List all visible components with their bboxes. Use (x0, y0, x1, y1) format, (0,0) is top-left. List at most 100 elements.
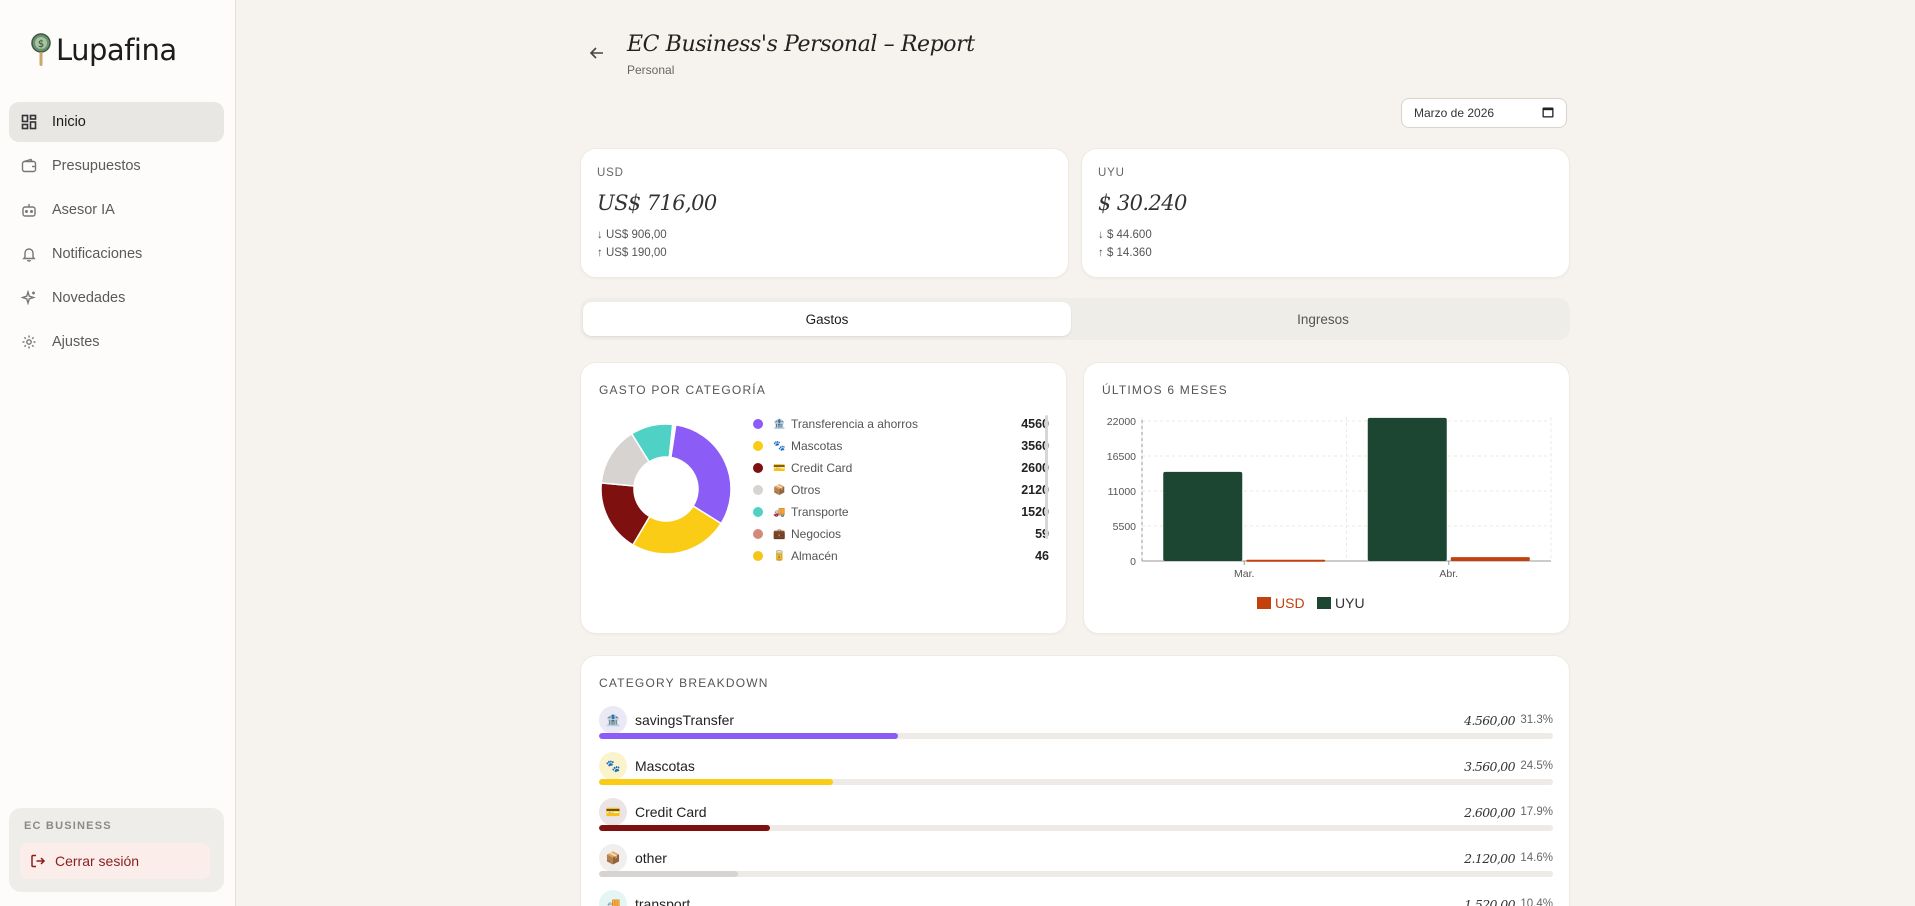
currency-income: ↑ $ 14.360 (1098, 247, 1152, 259)
logout-button[interactable]: Cerrar sesión (20, 843, 210, 879)
sidebar-item-asesor-ia[interactable]: Asesor IA (9, 190, 224, 230)
bar-usd[interactable] (1246, 559, 1326, 562)
category-emoji-icon: 🐾 (599, 752, 627, 780)
brand[interactable]: $ Lupafina (30, 32, 177, 68)
legend-item[interactable]: 🐾 Mascotas 3560 (753, 435, 1049, 457)
category-emoji-icon: 🚚 (773, 506, 786, 518)
category-percent: 24.5% (1520, 760, 1553, 772)
sidebar: $ Lupafina Inicio Presupuestos Asesor IA (0, 0, 236, 906)
sidebar-item-label: Inicio (52, 114, 86, 130)
donut-slice-6[interactable] (669, 423, 677, 459)
sidebar-item-ajustes[interactable]: Ajustes (9, 322, 224, 362)
sidebar-item-novedades[interactable]: Novedades (9, 278, 224, 318)
account-name: EC BUSINESS (24, 820, 112, 832)
month-picker[interactable]: Marzo de 2026 (1401, 98, 1567, 128)
bar-usd[interactable] (1450, 557, 1530, 561)
gear-icon (21, 334, 37, 350)
legend-item[interactable]: 🚚 Transporte 1520 (753, 501, 1049, 523)
breakdown-card: CATEGORY BREAKDOWN 🏦 savingsTransfer 4.560… (580, 655, 1570, 906)
robot-icon (21, 202, 37, 218)
category-emoji-icon: 🚚 (599, 890, 627, 906)
category-amount: 1.520,00 (1464, 897, 1515, 906)
account-box: EC BUSINESS Cerrar sesión (9, 808, 224, 892)
legend-item[interactable]: 💼 Negocios 59 (753, 523, 1049, 545)
progress-track (599, 733, 1553, 739)
progress-track (599, 779, 1553, 785)
sidebar-item-label: Novedades (52, 290, 126, 306)
category-amount: 3.560,00 (1464, 759, 1515, 774)
sidebar-item-presupuestos[interactable]: Presupuestos (9, 146, 224, 186)
breakdown-row[interactable]: 💳 Credit Card 2.600,00 17.9% (599, 798, 1553, 844)
category-name: Mascotas (635, 758, 695, 774)
logout-icon (30, 853, 46, 869)
breakdown-row[interactable]: 🐾 Mascotas 3.560,00 24.5% (599, 752, 1553, 798)
category-emoji-icon: 🏦 (773, 418, 786, 430)
currency-card-usd: USD US$ 716,00 ↓ US$ 906,00 ↑ US$ 190,00 (580, 148, 1069, 278)
tab-ingresos[interactable]: Ingresos (1297, 311, 1349, 327)
arrow-left-icon (589, 47, 603, 59)
breakdown-row[interactable]: 📦 other 2.120,00 14.6% (599, 844, 1553, 890)
category-percent: 17.9% (1520, 806, 1553, 818)
legend-item[interactable]: 🏦 Transferencia a ahorros 4560 (753, 413, 1049, 435)
category-emoji-icon: 🏦 (599, 706, 627, 734)
legend-label: Mascotas (791, 439, 843, 453)
legend-item[interactable]: 💳 Credit Card 2600 (753, 457, 1049, 479)
breakdown-row[interactable]: 🏦 savingsTransfer 4.560,00 31.3% (599, 706, 1553, 752)
progress-fill (599, 825, 770, 831)
legend-label: Almacén (791, 549, 838, 563)
legend-value: 1520 (1021, 505, 1049, 519)
category-legend: 🏦 Transferencia a ahorros 4560 🐾 Mascotas 356… (753, 413, 1049, 567)
month-value: Marzo de 2026 (1414, 106, 1495, 120)
six-months-bar-chart: 0 5500 11000 16500 22000 Mar. Abr. USD UYU (1107, 416, 1552, 611)
category-name: savingsTransfer (635, 712, 735, 728)
category-emoji-icon: 💳 (599, 798, 627, 826)
category-name: other (635, 850, 667, 866)
donut-slice-0[interactable] (669, 423, 732, 525)
currency-expense: ↓ US$ 906,00 (597, 229, 667, 241)
category-amount: 2.600,00 (1464, 805, 1515, 820)
legend-item[interactable]: 📦 Otros 2120 (753, 479, 1049, 501)
sidebar-item-label: Presupuestos (52, 158, 141, 174)
progress-fill (599, 779, 833, 785)
currency-code: USD (597, 167, 624, 179)
tabs: Gastos Ingresos (580, 298, 1570, 340)
dashboard-icon (21, 114, 37, 130)
category-percent: 14.6% (1520, 852, 1553, 864)
section-title: CATEGORY BREAKDOWN (599, 676, 769, 690)
legend-label[interactable]: USD (1275, 595, 1305, 611)
bar-uyu[interactable] (1163, 471, 1243, 561)
breakdown-row[interactable]: 🚚 transport 1.520,00 10.4% (599, 890, 1553, 906)
legend-label: Transporte (791, 505, 849, 519)
legend-item[interactable]: 🥫 Almacén 46 (753, 545, 1049, 567)
category-emoji-icon: 📦 (773, 484, 786, 496)
legend-label[interactable]: UYU (1335, 595, 1365, 611)
progress-fill (599, 871, 739, 877)
back-button[interactable] (586, 42, 608, 64)
legend-label: Negocios (791, 527, 842, 541)
six-months-card: ÚLTIMOS 6 MESES 0 5500 11000 16500 22000 Mar.… (1083, 362, 1570, 634)
category-percent: 10.4% (1520, 898, 1553, 906)
chart-title: ÚLTIMOS 6 MESES (1102, 383, 1228, 397)
bar-uyu[interactable] (1367, 417, 1447, 561)
legend-swatch (1317, 597, 1331, 609)
tab-gastos[interactable]: Gastos (583, 302, 1071, 336)
category-emoji-icon: 💳 (773, 462, 786, 474)
legend-swatch (1257, 597, 1271, 609)
category-emoji-icon: 📦 (599, 844, 627, 872)
sidebar-item-notificaciones[interactable]: Notificaciones (9, 234, 224, 274)
currency-card-uyu: UYU $ 30.240 ↓ $ 44.600 ↑ $ 14.360 (1081, 148, 1570, 278)
category-amount: 4.560,00 (1464, 713, 1515, 728)
app-name: Lupafina (56, 33, 177, 67)
currency-income: ↑ US$ 190,00 (597, 247, 667, 259)
section-title: GASTO POR CATEGORÍA (599, 383, 767, 397)
sidebar-item-inicio[interactable]: Inicio (9, 102, 224, 142)
wallet-icon (21, 158, 37, 174)
legend-dot (753, 419, 763, 429)
legend-dot (753, 441, 763, 451)
category-emoji-icon: 🥫 (773, 550, 786, 562)
legend-scrollbar[interactable] (1045, 415, 1048, 539)
category-percent: 31.3% (1520, 714, 1553, 726)
legend-label: Credit Card (791, 461, 853, 475)
legend-value: 46 (1035, 549, 1049, 563)
y-tick-label: 16500 (1107, 451, 1136, 463)
